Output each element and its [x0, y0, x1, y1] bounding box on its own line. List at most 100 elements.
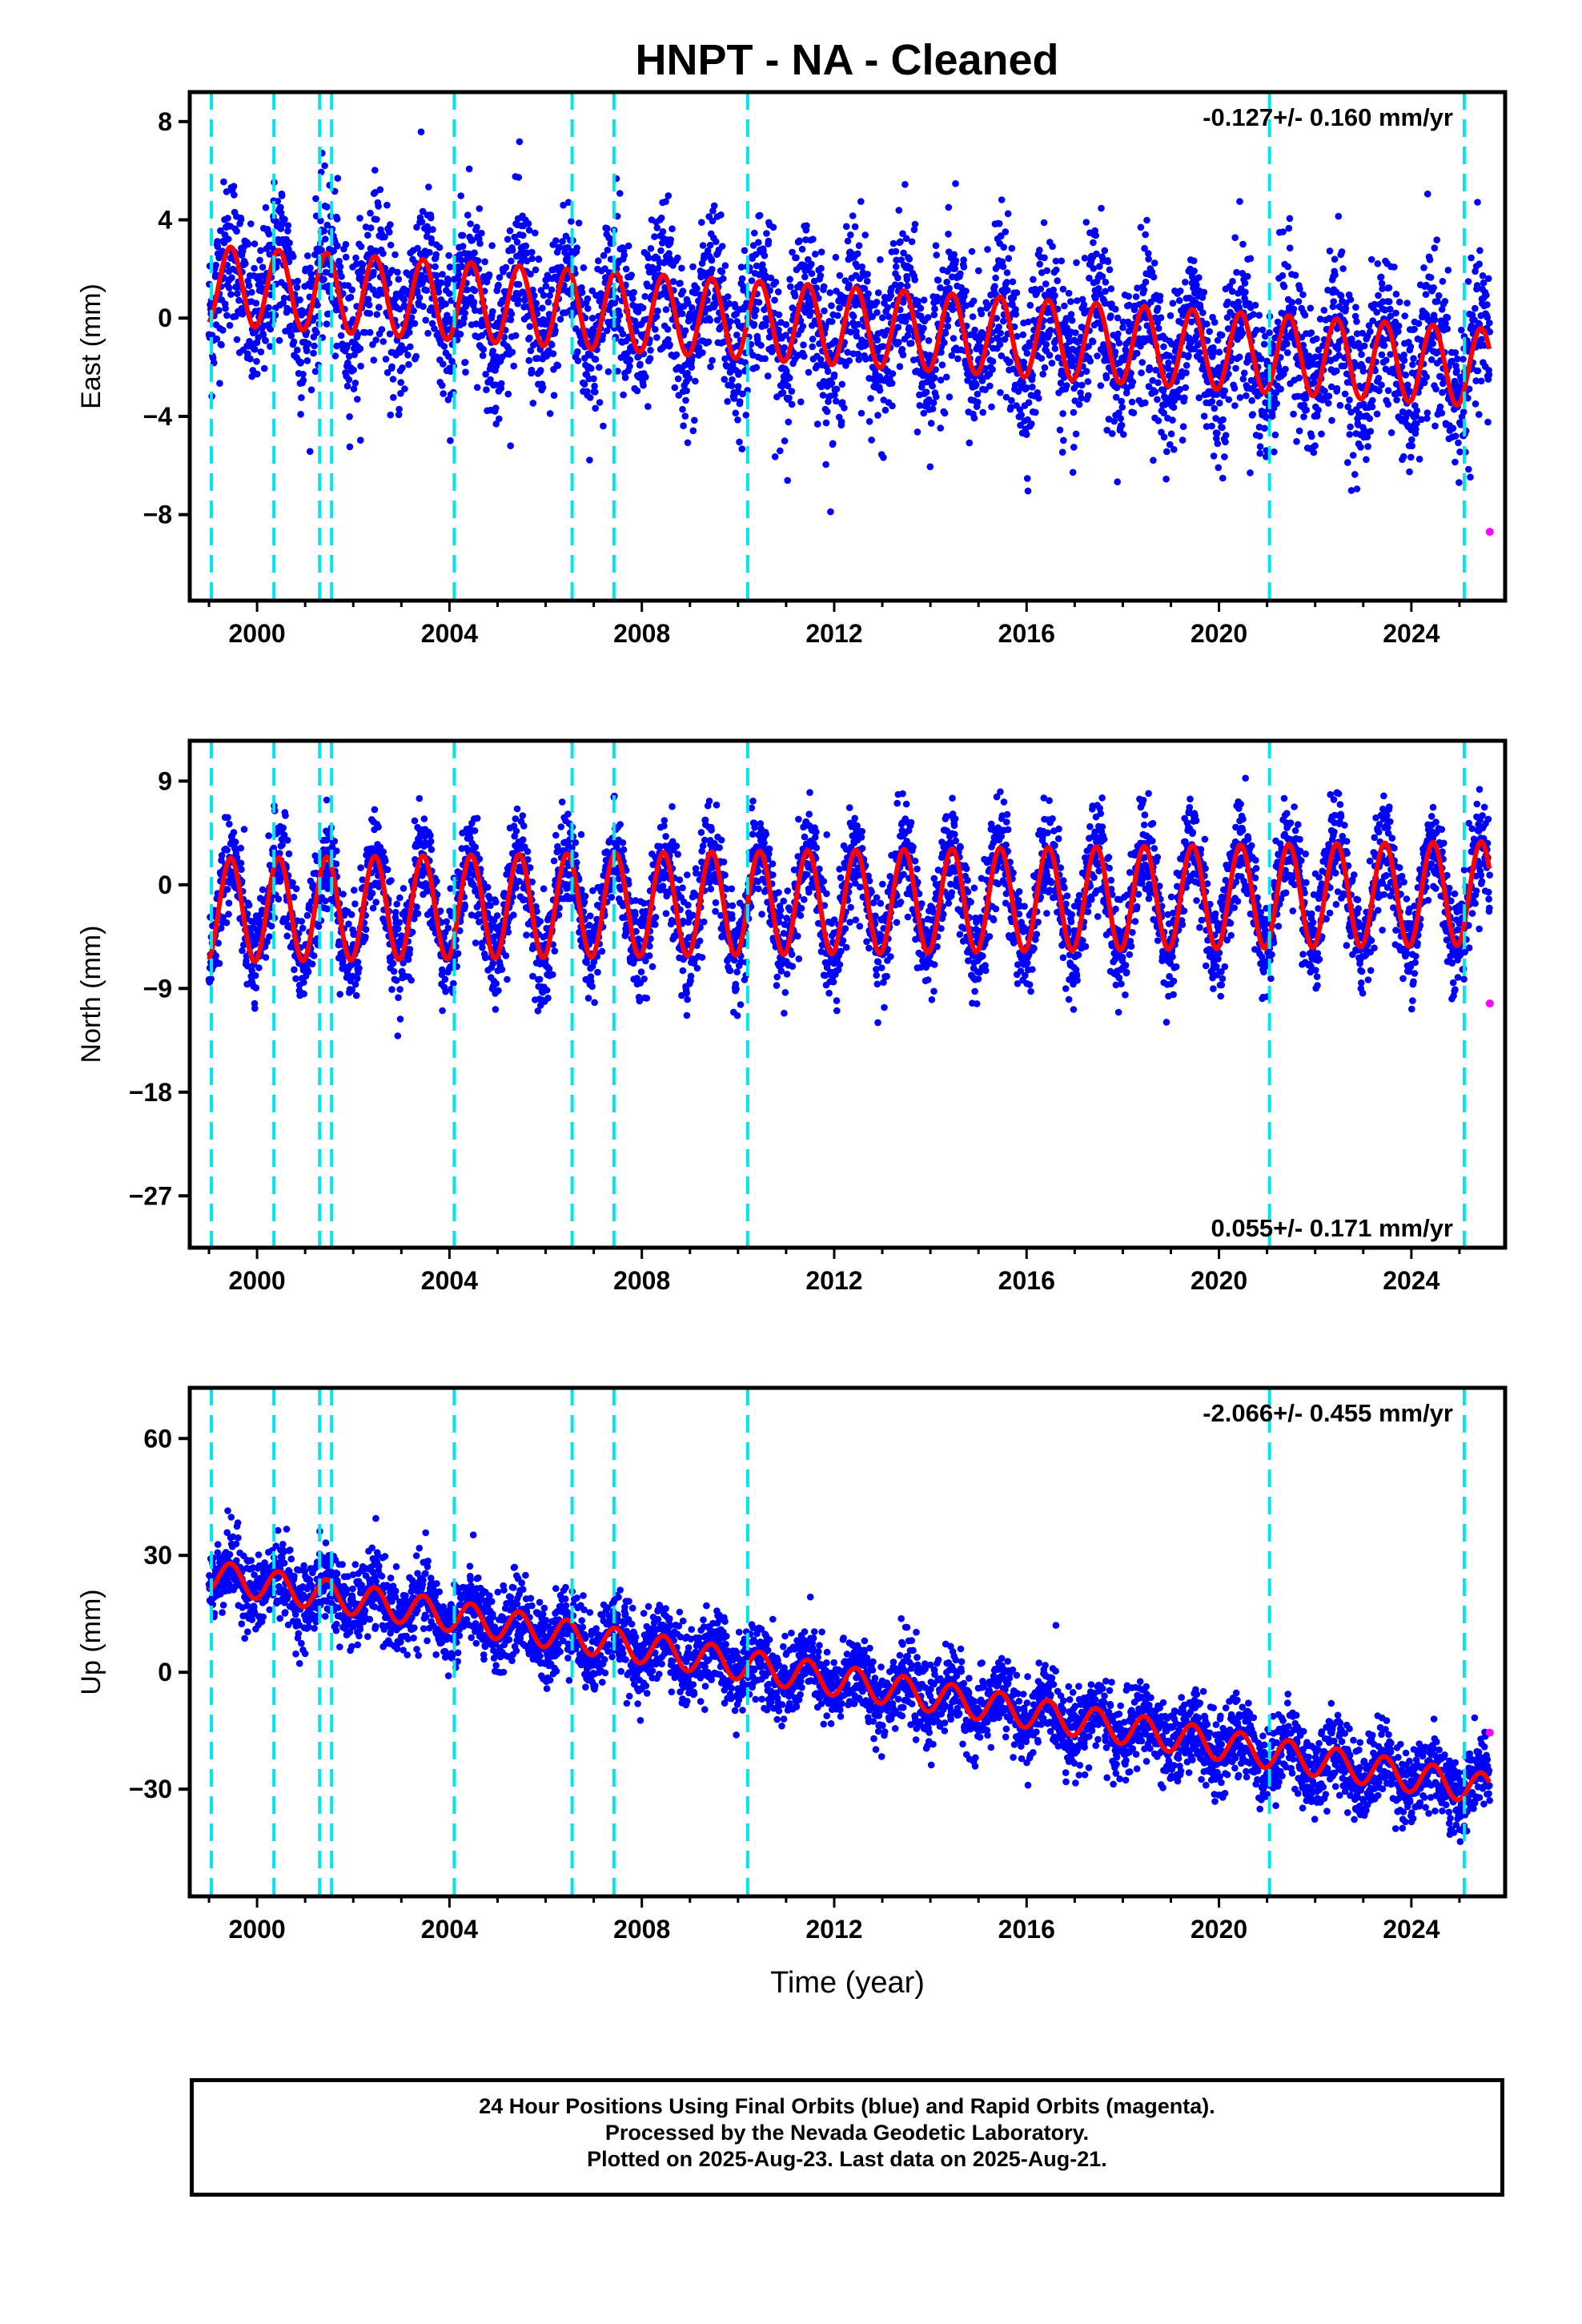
data-point: [1211, 348, 1218, 356]
data-point: [251, 264, 258, 272]
data-point: [1214, 429, 1221, 437]
data-point: [1406, 468, 1413, 476]
data-point: [650, 269, 657, 276]
data-point: [642, 373, 649, 381]
data-point: [283, 932, 291, 940]
data-point: [831, 391, 838, 399]
data-point: [961, 292, 968, 300]
data-point: [259, 263, 267, 271]
data-point: [1439, 388, 1446, 396]
data-point: [862, 356, 869, 363]
data-point: [1334, 345, 1342, 352]
data-point: [383, 369, 391, 376]
data-point: [1164, 364, 1172, 372]
data-point: [842, 223, 850, 231]
data-point: [1215, 348, 1223, 356]
x-tick-label: 2024: [1383, 619, 1439, 648]
data-point: [348, 286, 356, 294]
data-point: [1484, 418, 1492, 426]
data-point: [1364, 443, 1371, 450]
data-point: [1368, 403, 1376, 411]
data-point: [342, 240, 350, 248]
data-point: [339, 891, 347, 898]
data-point: [461, 359, 469, 366]
data-point: [1472, 400, 1480, 408]
data-point: [1114, 478, 1121, 485]
data-point: [832, 254, 840, 261]
data-point: [834, 312, 841, 320]
data-point: [1344, 403, 1351, 411]
data-point: [1239, 375, 1247, 383]
data-point: [1243, 272, 1251, 280]
data-point: [532, 300, 540, 308]
data-point: [1232, 364, 1239, 372]
data-point: [1170, 404, 1178, 411]
data-point: [1374, 260, 1382, 267]
data-point: [925, 337, 933, 344]
data-point: [251, 971, 259, 979]
data-point: [1391, 263, 1398, 271]
data-point: [400, 296, 408, 304]
data-point: [782, 332, 789, 339]
data-point: [1032, 408, 1039, 416]
data-point: [1219, 474, 1227, 482]
data-point: [457, 192, 464, 199]
data-point: [1460, 356, 1467, 363]
data-point: [473, 223, 480, 231]
data-point: [304, 340, 312, 348]
data-point: [458, 263, 466, 271]
data-point: [1367, 428, 1375, 435]
data-point: [428, 320, 436, 328]
data-point: [225, 899, 233, 907]
data-point: [998, 352, 1006, 360]
data-point: [651, 233, 658, 240]
data-point: [524, 220, 532, 227]
data-point: [508, 310, 516, 318]
data-point: [1337, 292, 1345, 300]
data-point: [873, 309, 881, 316]
data-point: [824, 368, 832, 376]
data-point: [1067, 298, 1074, 305]
data-point: [1387, 312, 1395, 320]
data-point: [1385, 284, 1393, 292]
data-point: [228, 274, 235, 282]
data-point: [258, 279, 265, 287]
data-point: [214, 238, 221, 245]
data-point: [647, 347, 654, 354]
data-point: [654, 308, 661, 315]
data-point: [688, 364, 695, 372]
data-point: [1218, 332, 1226, 339]
data-point: [262, 203, 270, 211]
data-point: [224, 235, 232, 243]
data-point: [370, 268, 377, 276]
data-point: [1456, 448, 1464, 456]
data-point: [496, 415, 503, 423]
data-point: [1102, 287, 1109, 296]
data-point: [1412, 412, 1419, 420]
data-point: [765, 237, 773, 245]
data-point: [898, 345, 906, 353]
data-point: [1384, 387, 1392, 395]
data-point: [1098, 272, 1106, 280]
data-point: [320, 275, 327, 283]
data-point: [367, 224, 375, 231]
data-point: [641, 292, 648, 300]
data-point: [279, 841, 286, 849]
data-point: [472, 307, 479, 314]
data-point: [841, 404, 848, 412]
data-point: [345, 352, 353, 360]
data-point: [1239, 240, 1247, 248]
data-point: [1012, 311, 1020, 318]
data-point: [732, 409, 740, 417]
data-point: [290, 253, 297, 260]
data-point: [1347, 487, 1355, 494]
data-point: [800, 341, 807, 349]
data-point: [699, 349, 706, 356]
data-point: [1007, 404, 1014, 411]
data-point: [639, 304, 647, 312]
data-point: [1073, 381, 1081, 388]
data-point: [755, 239, 762, 247]
data-point: [422, 316, 429, 324]
data-point: [958, 283, 965, 292]
data-point: [1436, 403, 1444, 411]
